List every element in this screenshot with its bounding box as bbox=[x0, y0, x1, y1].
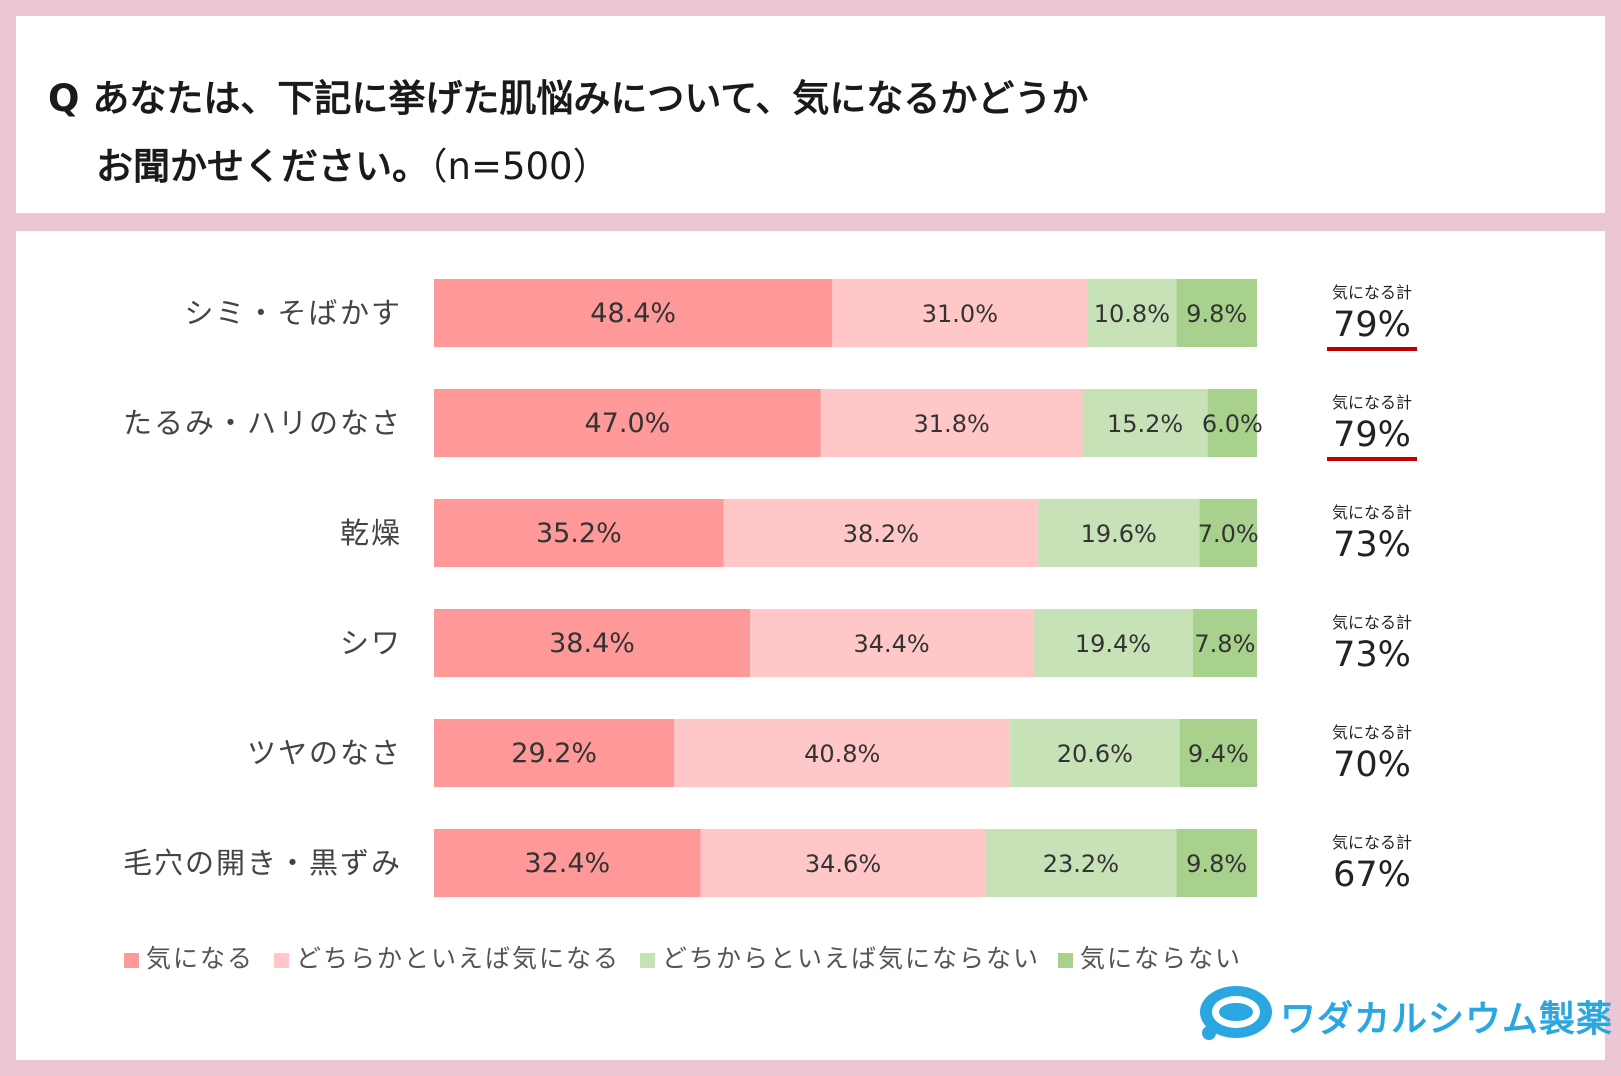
total-value: 67% bbox=[1333, 855, 1411, 895]
bar-segment bbox=[750, 609, 1034, 677]
data-label: 20.6% bbox=[1057, 740, 1133, 768]
legend-swatch bbox=[124, 953, 139, 968]
bar-segment bbox=[1010, 719, 1180, 787]
data-label: 48.4% bbox=[590, 298, 676, 329]
data-label: 38.4% bbox=[549, 628, 635, 659]
sample-size: （n=500） bbox=[429, 145, 610, 188]
data-label: 19.6% bbox=[1081, 520, 1157, 548]
data-label: 7.0% bbox=[1198, 520, 1259, 548]
legend-swatch bbox=[640, 953, 655, 968]
data-label: 47.0% bbox=[585, 408, 671, 439]
data-label: 35.2% bbox=[536, 518, 622, 549]
category-label: シミ・そばかす bbox=[184, 296, 402, 330]
legend-swatch bbox=[1058, 953, 1073, 968]
bar-segment bbox=[1176, 279, 1257, 347]
bar-segment bbox=[723, 499, 1039, 567]
bar-segment bbox=[832, 279, 1088, 347]
total-label: 気になる計 bbox=[1332, 283, 1412, 302]
bar-segment bbox=[434, 719, 675, 787]
total-label: 気になる計 bbox=[1332, 503, 1412, 522]
bar-segment bbox=[1033, 609, 1193, 677]
bar-segment bbox=[1038, 499, 1200, 567]
data-label: 19.4% bbox=[1075, 630, 1151, 658]
data-label: 34.6% bbox=[805, 850, 881, 878]
question-title-line1: Q あなたは、下記に挙げた肌悩みについて、気になるかどうか bbox=[48, 77, 1089, 120]
bar-segment bbox=[1207, 389, 1257, 457]
legend-swatch bbox=[274, 953, 289, 968]
total-label: 気になる計 bbox=[1332, 613, 1412, 632]
company-logo: ワダカルシウム製薬 bbox=[1200, 980, 1612, 1042]
data-label: 31.8% bbox=[914, 410, 990, 438]
data-label: 15.2% bbox=[1107, 410, 1183, 438]
legend-label: 気にならない bbox=[1080, 944, 1242, 973]
data-label: 10.8% bbox=[1094, 300, 1170, 328]
bar-segment bbox=[434, 279, 833, 347]
total-value: 73% bbox=[1333, 635, 1411, 675]
category-label: ツヤのなさ bbox=[247, 736, 402, 770]
data-label: 9.8% bbox=[1186, 300, 1247, 328]
total-value: 79% bbox=[1333, 305, 1411, 345]
logo-text: ワダカルシウム製薬 bbox=[1280, 999, 1614, 1040]
data-label: 23.2% bbox=[1043, 850, 1119, 878]
total-label: 気になる計 bbox=[1332, 393, 1412, 412]
bar-segment bbox=[1179, 719, 1257, 787]
category-label: たるみ・ハリのなさ bbox=[123, 406, 402, 440]
bar-segment bbox=[1192, 609, 1257, 677]
category-label: 毛穴の開き・黒ずみ bbox=[123, 846, 402, 880]
bar-segment bbox=[1199, 499, 1257, 567]
total-label: 気になる計 bbox=[1332, 833, 1412, 852]
bar-segment bbox=[1087, 279, 1177, 347]
category-label: シワ bbox=[340, 626, 402, 660]
bar-segment bbox=[700, 829, 986, 897]
question-header: Q あなたは、下記に挙げた肌悩みについて、気になるかどうか お聞かせください。（… bbox=[16, 16, 1605, 213]
question-title-text: お聞かせください。 bbox=[96, 145, 429, 188]
bar-segment bbox=[434, 389, 821, 457]
bar-segment bbox=[985, 829, 1177, 897]
total-label: 気になる計 bbox=[1332, 723, 1412, 742]
bar-segment bbox=[820, 389, 1083, 457]
logo-mark-icon bbox=[1200, 986, 1272, 1040]
data-label: 9.4% bbox=[1188, 740, 1249, 768]
question-title-line2: お聞かせください。（n=500） bbox=[96, 136, 610, 190]
category-label: 乾燥 bbox=[340, 516, 402, 550]
data-label: 29.2% bbox=[511, 738, 597, 769]
data-label: 9.8% bbox=[1186, 850, 1247, 878]
total-value: 79% bbox=[1333, 415, 1411, 455]
bar-segment bbox=[1176, 829, 1257, 897]
bar-segment bbox=[434, 829, 701, 897]
bar-segment bbox=[1082, 389, 1208, 457]
total-value: 73% bbox=[1333, 525, 1411, 565]
data-label: 38.2% bbox=[843, 520, 919, 548]
bar-segment bbox=[434, 609, 751, 677]
data-label: 31.0% bbox=[922, 300, 998, 328]
total-value: 70% bbox=[1333, 745, 1411, 785]
bar-segment bbox=[434, 499, 724, 567]
data-label: 6.0% bbox=[1202, 410, 1263, 438]
data-label: 40.8% bbox=[804, 740, 880, 768]
legend-label: どちからといえば気にならない bbox=[662, 944, 1040, 973]
data-label: 34.4% bbox=[853, 630, 929, 658]
data-label: 32.4% bbox=[524, 848, 610, 879]
legend-label: 気になる bbox=[146, 944, 254, 973]
bar-segment bbox=[674, 719, 1011, 787]
legend-label: どちらかといえば気になる bbox=[296, 944, 620, 973]
data-label: 7.8% bbox=[1194, 630, 1255, 658]
